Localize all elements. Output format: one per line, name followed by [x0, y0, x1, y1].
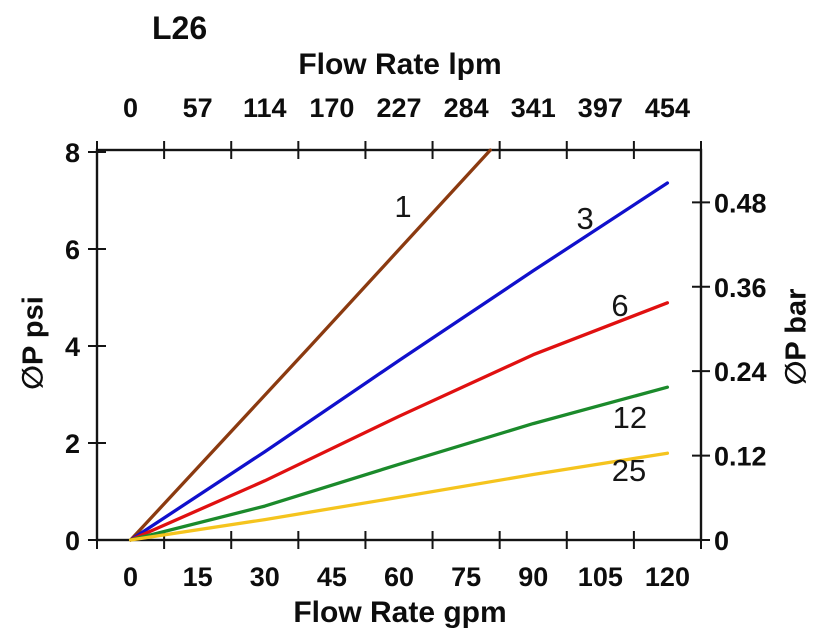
- top-tick-label: 284: [444, 93, 489, 123]
- series-line-25: [128, 451, 670, 542]
- left-tick-label: 2: [65, 429, 80, 459]
- series-label-25: 25: [612, 453, 646, 488]
- left-tick-label: 0: [65, 526, 80, 556]
- top-tick-label: 114: [243, 93, 287, 123]
- series-label-6: 6: [611, 288, 628, 323]
- bottom-tick-label: 15: [183, 562, 213, 592]
- right-tick-label: 0.24: [714, 357, 767, 387]
- top-tick-label: 170: [309, 93, 354, 123]
- right-tick-label: 0.12: [714, 442, 767, 472]
- series-line-12: [128, 385, 670, 542]
- series-line-3: [128, 181, 670, 542]
- series-line-6: [128, 301, 670, 542]
- bottom-axis-label: Flow Rate gpm: [293, 596, 507, 629]
- top-tick-label: 227: [376, 93, 421, 123]
- top-tick-label: 341: [511, 93, 556, 123]
- bottom-tick-label: 75: [451, 562, 481, 592]
- top-tick-label: 397: [578, 93, 623, 123]
- series-label-3: 3: [576, 201, 593, 236]
- top-tick-label: 454: [645, 93, 690, 123]
- left-tick-label: 8: [65, 138, 80, 168]
- bottom-tick-label: 105: [578, 562, 623, 592]
- top-tick-label: 0: [123, 93, 138, 123]
- bottom-tick-label: 0: [123, 562, 138, 592]
- right-tick-label: 0.48: [714, 188, 767, 218]
- series-label-1: 1: [394, 189, 411, 224]
- bottom-tick-label: 90: [518, 562, 548, 592]
- bottom-tick-label: 60: [384, 562, 414, 592]
- top-axis-label: Flow Rate lpm: [298, 48, 502, 81]
- left-tick-label: 6: [65, 235, 80, 265]
- chart-title: L26: [152, 10, 208, 46]
- right-tick-label: 0: [714, 526, 729, 556]
- right-tick-label: 0.36: [714, 273, 767, 303]
- bottom-tick-label: 45: [317, 562, 347, 592]
- bottom-tick-label: 30: [250, 562, 280, 592]
- series-label-12: 12: [613, 400, 647, 435]
- left-tick-label: 4: [65, 332, 80, 362]
- series-line-1: [128, 148, 492, 542]
- top-tick-label: 57: [183, 93, 213, 123]
- bottom-tick-label: 120: [645, 562, 690, 592]
